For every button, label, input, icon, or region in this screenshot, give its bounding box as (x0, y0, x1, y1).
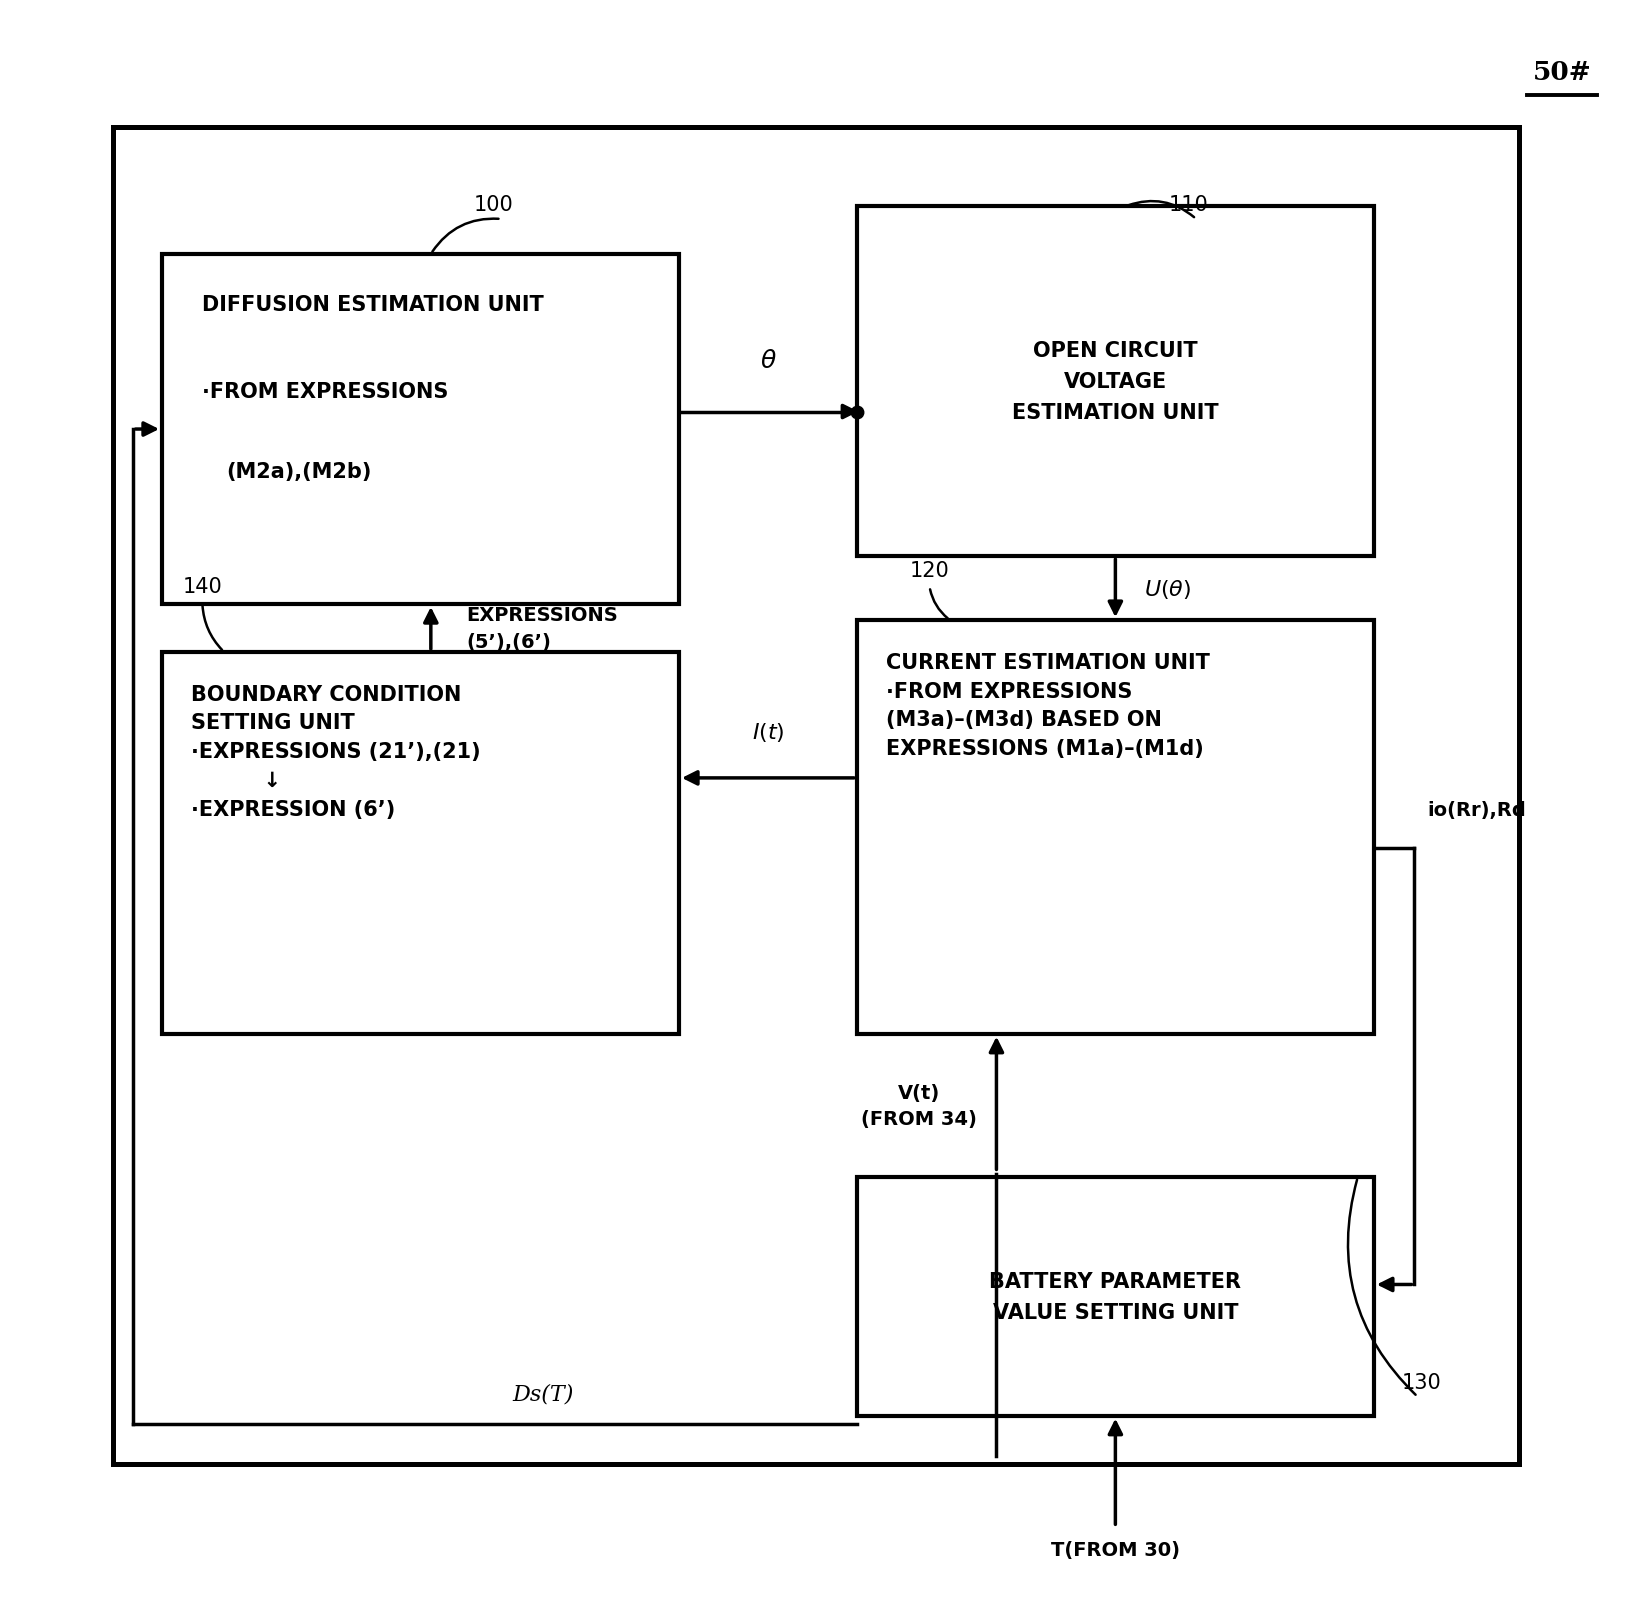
Bar (857, 208, 1373, 557)
Text: 100: 100 (473, 195, 513, 216)
Text: io(Rr),Rd: io(Rr),Rd (1427, 800, 1524, 820)
Text: 130: 130 (1401, 1371, 1440, 1393)
Text: (M2a),(M2b): (M2a),(M2b) (226, 461, 372, 482)
Text: Ds(T): Ds(T) (513, 1383, 574, 1406)
Text: $U(\theta)$: $U(\theta)$ (1144, 578, 1192, 601)
Text: BOUNDARY CONDITION
SETTING UNIT
·EXPRESSIONS (21’),(21)
          ↓
·EXPRESSION : BOUNDARY CONDITION SETTING UNIT ·EXPRESS… (191, 685, 480, 820)
Text: EXPRESSIONS
(5’),(6’): EXPRESSIONS (5’),(6’) (466, 605, 618, 651)
Text: CURRENT ESTIMATION UNIT
·FROM EXPRESSIONS
(M3a)–(M3d) BASED ON
EXPRESSIONS (M1a): CURRENT ESTIMATION UNIT ·FROM EXPRESSION… (885, 652, 1210, 760)
Text: OPEN CIRCUIT
VOLTAGE
ESTIMATION UNIT: OPEN CIRCUIT VOLTAGE ESTIMATION UNIT (1012, 341, 1218, 424)
Bar (857, 620, 1373, 1034)
Text: V(t)
(FROM 34): V(t) (FROM 34) (860, 1083, 977, 1128)
Text: DIFFUSION ESTIMATION UNIT: DIFFUSION ESTIMATION UNIT (203, 295, 544, 315)
Text: 140: 140 (183, 576, 222, 597)
Text: $\theta$: $\theta$ (760, 349, 776, 373)
Text: 110: 110 (1167, 195, 1208, 216)
Text: BATTERY PARAMETER
VALUE SETTING UNIT: BATTERY PARAMETER VALUE SETTING UNIT (989, 1271, 1241, 1323)
Bar (162, 652, 679, 1034)
Text: 120: 120 (910, 562, 949, 581)
Text: T(FROM 30): T(FROM 30) (1050, 1540, 1180, 1560)
Bar (114, 128, 1518, 1464)
Text: 50#: 50# (1533, 60, 1592, 84)
Text: $I(t)$: $I(t)$ (751, 721, 784, 743)
Bar (162, 255, 679, 605)
Text: ·FROM EXPRESSIONS: ·FROM EXPRESSIONS (203, 381, 448, 403)
Bar (857, 1177, 1373, 1415)
